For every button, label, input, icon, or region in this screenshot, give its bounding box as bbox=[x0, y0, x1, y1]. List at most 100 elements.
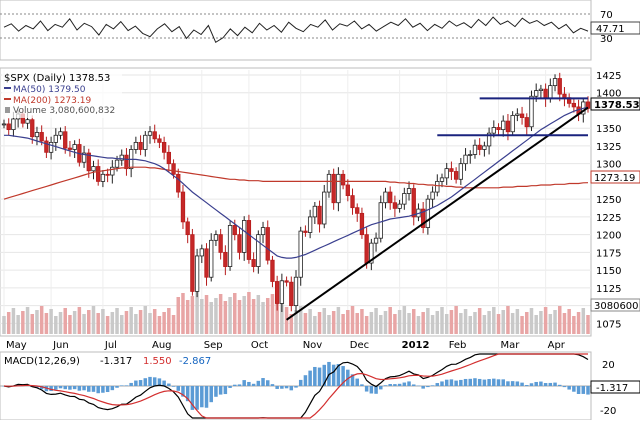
macd-hist-bar bbox=[557, 384, 562, 386]
volume-bar bbox=[115, 308, 119, 334]
volume-bar bbox=[138, 310, 143, 334]
price-y-tick: 1075 bbox=[596, 319, 621, 330]
volume-bar bbox=[195, 292, 199, 334]
price-bar-body bbox=[119, 154, 124, 161]
legend-ma50: MA(50) 1379.50 bbox=[13, 85, 86, 95]
volume-bar bbox=[228, 297, 232, 334]
volume-bar bbox=[148, 313, 152, 334]
macd-hist-bar bbox=[148, 376, 152, 386]
legend-background bbox=[2, 70, 122, 118]
macd-hist-bar bbox=[87, 386, 91, 392]
price-bar-body bbox=[143, 134, 148, 150]
volume-bar bbox=[355, 313, 359, 334]
x-axis-label: May bbox=[6, 340, 27, 351]
volume-bar bbox=[157, 316, 162, 334]
volume-bar bbox=[152, 309, 157, 334]
macd-histogram bbox=[2, 361, 590, 410]
volume-bar bbox=[402, 306, 407, 334]
price-bar-body bbox=[176, 173, 181, 193]
price-bar-body bbox=[39, 132, 44, 142]
macd-hist-bar bbox=[562, 386, 567, 388]
price-bar-body bbox=[251, 259, 256, 267]
macd-hist-bar bbox=[77, 386, 82, 391]
macd-hist-bar bbox=[49, 386, 53, 392]
price-bar-body bbox=[133, 141, 139, 150]
volume-bar bbox=[82, 314, 86, 334]
volume-bar bbox=[586, 315, 590, 334]
volume-bar bbox=[233, 293, 237, 334]
macd-hist-bar bbox=[68, 386, 72, 390]
macd-hist-bar bbox=[58, 386, 63, 389]
price-bar-body bbox=[355, 207, 360, 214]
macd-hist-bar bbox=[383, 385, 388, 386]
price-bar-body bbox=[515, 113, 520, 116]
price-bar-body bbox=[67, 147, 73, 150]
volume-bar bbox=[6, 312, 11, 334]
macd-hist-bar bbox=[63, 386, 67, 390]
volume-bar bbox=[525, 312, 529, 334]
volume-bar bbox=[105, 316, 110, 334]
macd-hist-bar bbox=[374, 386, 378, 394]
price-bar-body bbox=[505, 120, 511, 133]
volume-bar bbox=[473, 312, 477, 334]
macd-hist-bar bbox=[548, 382, 553, 386]
price-y-tick: 1125 bbox=[596, 284, 621, 295]
price-bar-body bbox=[345, 184, 350, 197]
volume-bar bbox=[223, 301, 228, 334]
price-bar-body bbox=[524, 117, 529, 128]
price-bar-body bbox=[336, 173, 341, 204]
macd-tick-20: 20 bbox=[602, 360, 615, 371]
price-bar-body bbox=[557, 78, 562, 95]
macd-hist-bar bbox=[501, 379, 505, 386]
volume-bar bbox=[515, 309, 520, 334]
volume-bar bbox=[421, 312, 425, 334]
macd-hist-bar bbox=[82, 386, 86, 391]
macd-hist-bar bbox=[369, 386, 374, 394]
macd-hist-bar bbox=[496, 379, 501, 386]
volume-bar bbox=[124, 311, 129, 334]
macd-hist-bar bbox=[251, 383, 256, 386]
volume-bar bbox=[374, 308, 378, 334]
macd-hist-bar bbox=[233, 384, 237, 386]
price-bar-body bbox=[256, 234, 261, 267]
price-bar-body bbox=[110, 166, 115, 176]
volume-bar bbox=[256, 295, 261, 334]
legend-ma200: MA(200) 1273.19 bbox=[13, 96, 91, 106]
macd-hist-bar bbox=[39, 386, 44, 390]
volume-bar bbox=[2, 316, 6, 334]
support-trend-line bbox=[286, 106, 589, 321]
macd-hist-bar bbox=[581, 386, 586, 394]
macd-hist-bar bbox=[261, 378, 265, 386]
x-axis-label: Oct bbox=[251, 340, 268, 351]
volume-bar bbox=[200, 299, 204, 334]
macd-hist-bar bbox=[416, 385, 421, 387]
price-y-tick: 1200 bbox=[596, 231, 621, 242]
macd-hist-bar bbox=[341, 366, 345, 386]
macd-hist-bar bbox=[294, 386, 298, 388]
price-bar-body bbox=[312, 205, 317, 218]
volume-bar bbox=[440, 307, 444, 334]
rsi-tick-70: 70 bbox=[600, 10, 613, 21]
volume-bar bbox=[416, 316, 421, 334]
volume-bar bbox=[454, 306, 458, 334]
macd-hist-bar bbox=[473, 378, 477, 386]
price-bar-body bbox=[204, 248, 209, 278]
volume-bar bbox=[261, 302, 265, 334]
legend-symbol: $SPX (Daily) 1378.53 bbox=[4, 73, 110, 84]
macd-hist-bar bbox=[510, 381, 515, 386]
macd-hist-bar bbox=[181, 386, 185, 397]
macd-hist-bar bbox=[393, 384, 397, 386]
price-bar-body bbox=[298, 230, 303, 278]
price-bar-body bbox=[486, 132, 492, 147]
price-bar-body bbox=[383, 191, 388, 204]
macd-hist-bar bbox=[440, 381, 444, 386]
price-bar-body bbox=[91, 166, 96, 172]
price-bar-body bbox=[53, 134, 58, 143]
x-axis: May Jun Jul Aug Sep Oct Nov Dec 2012 Feb Mar Apr bbox=[6, 340, 566, 351]
macd-hist-bar bbox=[435, 383, 440, 386]
macd-hist-bar bbox=[534, 381, 538, 386]
price-bar-body bbox=[496, 127, 501, 131]
x-axis-label: Nov bbox=[303, 340, 323, 351]
volume-bar bbox=[54, 316, 58, 334]
macd-hist-bar bbox=[317, 367, 322, 386]
